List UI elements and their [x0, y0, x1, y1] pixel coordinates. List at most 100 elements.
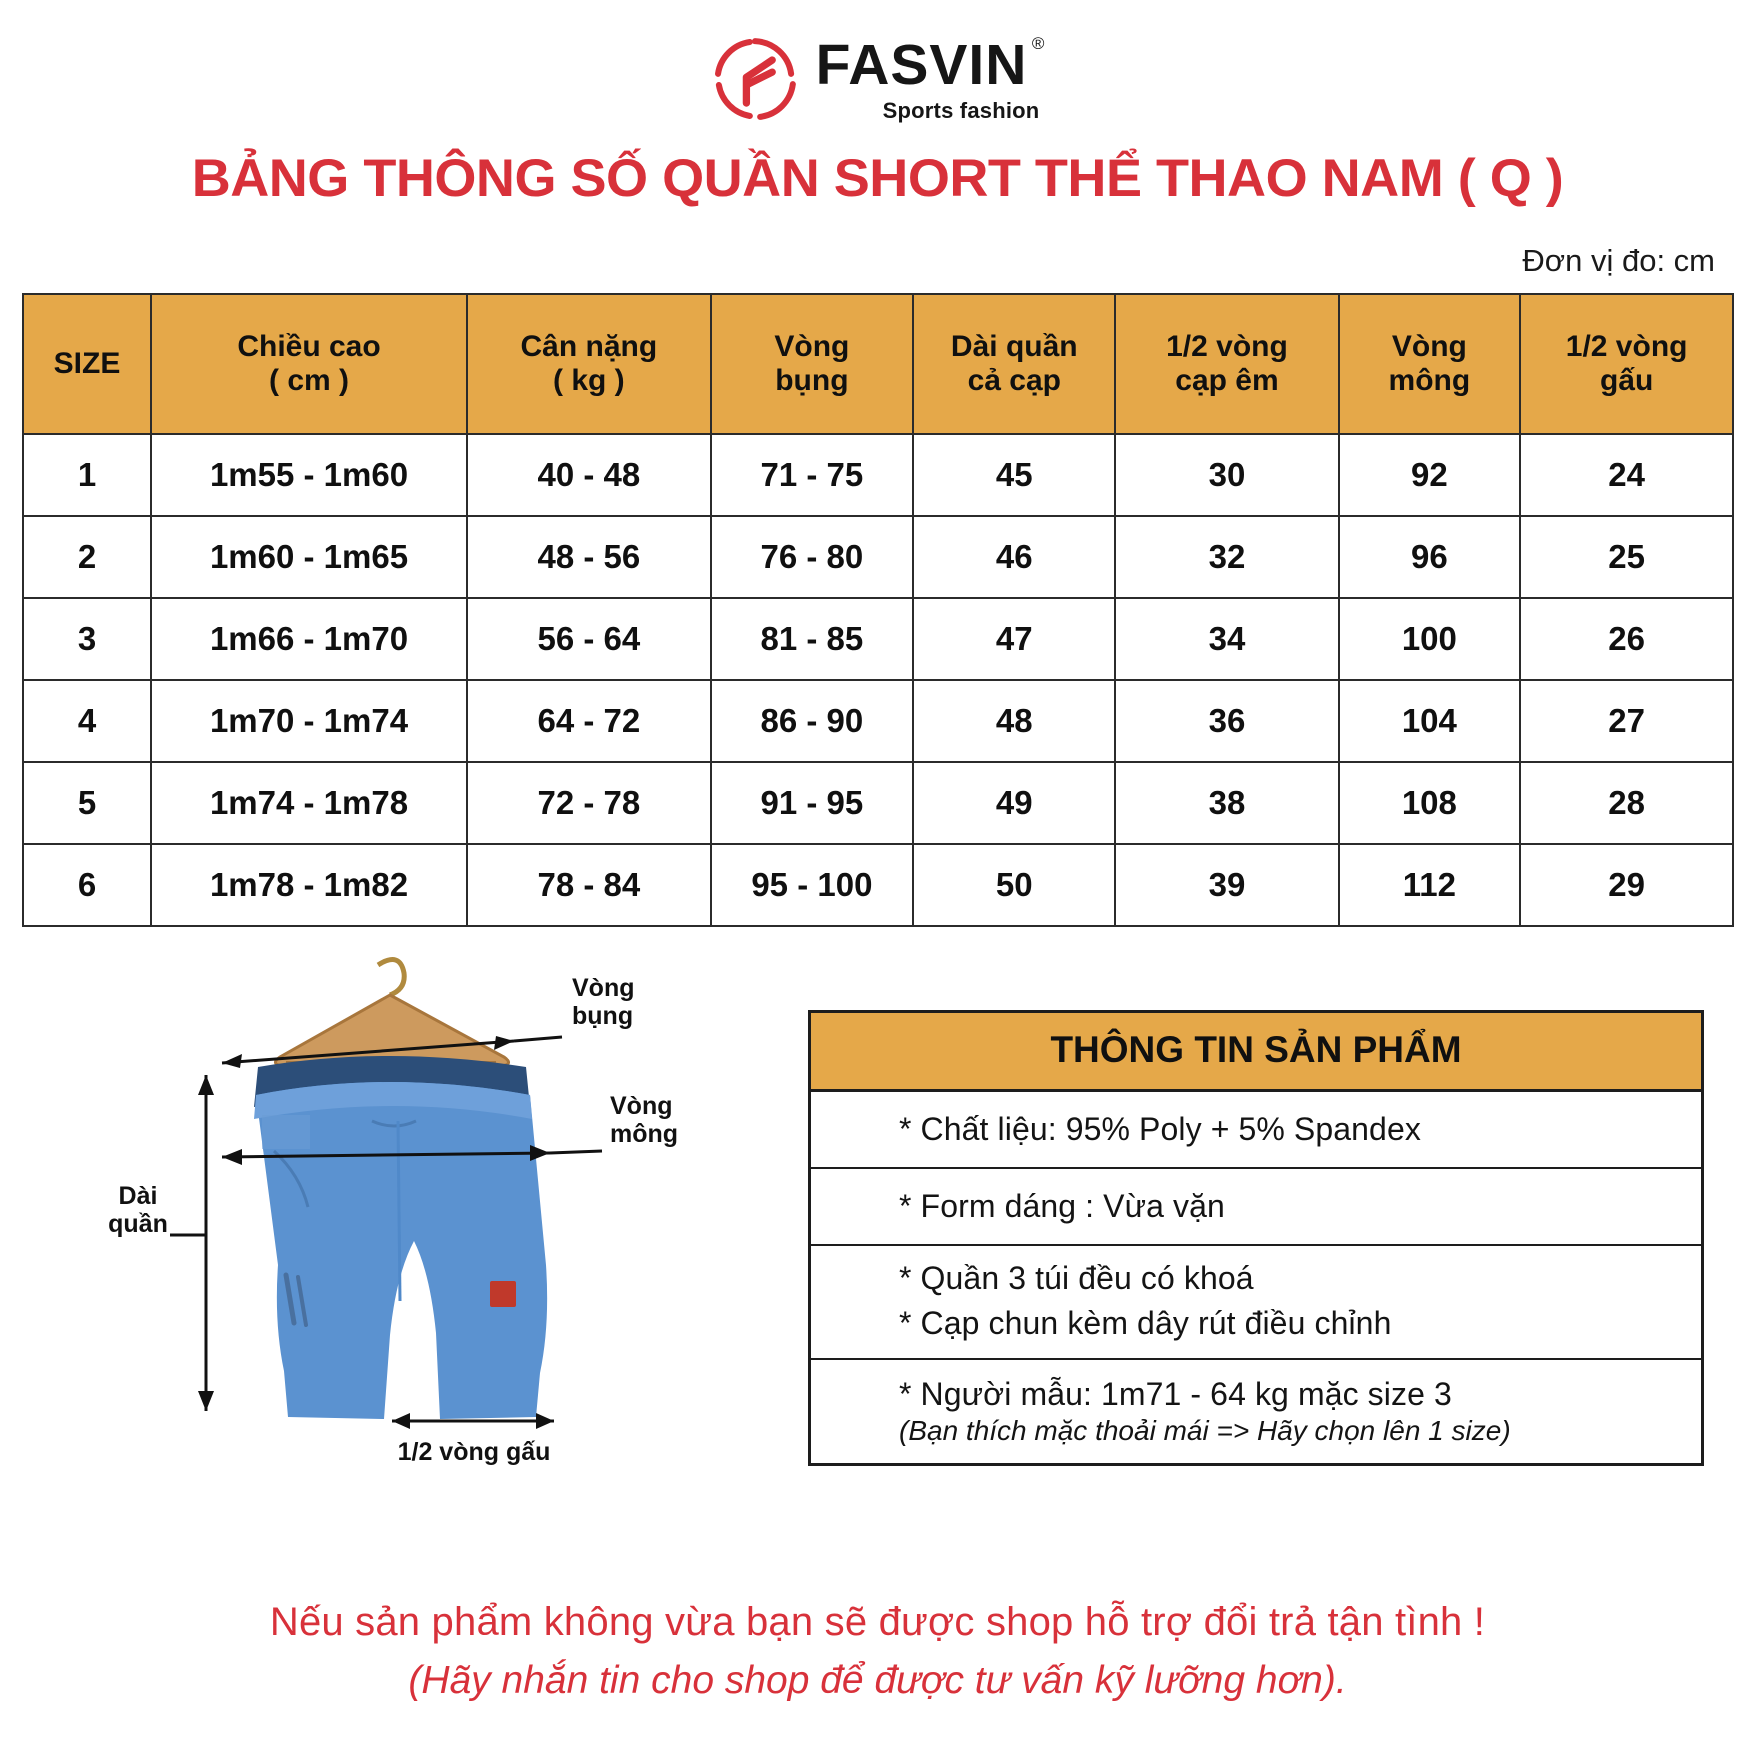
table-row: 5 1m74 - 1m78 72 - 78 91 - 95 49 38 108 …	[21, 761, 1734, 845]
cell-hip: 100	[1337, 597, 1522, 681]
cell-size: 5	[21, 761, 153, 845]
cell-hip: 108	[1337, 761, 1522, 845]
page-title: BẢNG THÔNG SỐ QUẦN SHORT THỂ THAO NAM ( …	[191, 149, 1564, 208]
cell-size: 1	[21, 433, 153, 517]
cell-hip: 96	[1337, 515, 1522, 599]
cell-weight: 56 - 64	[466, 597, 712, 681]
cell-half-hem: 29	[1519, 843, 1734, 927]
label-length-line1: Dài	[118, 1182, 158, 1210]
cell-height: 1m66 - 1m70	[150, 597, 468, 681]
footer-line-1: Nếu sản phẩm không vừa bạn sẽ được shop …	[269, 1600, 1486, 1644]
col-header-half-waist-sub: cạp êm	[1175, 364, 1279, 397]
cell-size: 6	[21, 843, 153, 927]
col-header-size: SIZE	[21, 293, 153, 435]
col-header-half-waist-label: 1/2 vòng	[1166, 330, 1288, 364]
table-row: 6 1m78 - 1m82 78 - 84 95 - 100 50 39 112…	[21, 843, 1734, 927]
col-header-hip: Vòng mông	[1337, 293, 1522, 435]
cell-hip: 112	[1337, 843, 1522, 927]
cell-length: 46	[912, 515, 1117, 599]
cell-length: 50	[912, 843, 1117, 927]
cell-waist: 95 - 100	[709, 843, 915, 927]
brand-name-text: FASVIN	[815, 32, 1028, 97]
col-header-waist-label: Vòng	[774, 330, 850, 364]
label-length: Dài quần	[98, 1182, 178, 1238]
cell-half-waist: 32	[1114, 515, 1340, 599]
cell-size: 4	[21, 679, 153, 763]
cell-half-waist: 39	[1114, 843, 1340, 927]
fasvin-circle-f-logo-icon	[712, 36, 798, 122]
cell-height: 1m74 - 1m78	[150, 761, 468, 845]
label-waist-line1: Vòng	[572, 974, 635, 1002]
cell-half-waist: 36	[1114, 679, 1340, 763]
cell-waist: 81 - 85	[709, 597, 915, 681]
col-header-height-label: Chiều cao	[237, 330, 381, 364]
cell-weight: 78 - 84	[466, 843, 712, 927]
col-header-hip-sub: mông	[1388, 364, 1471, 397]
col-header-half-waist: 1/2 vòng cạp êm	[1114, 293, 1340, 435]
cell-half-waist: 38	[1114, 761, 1340, 845]
cell-hip: 104	[1337, 679, 1522, 763]
product-info-note: (Bạn thích mặc thoải mái => Hãy chọn lên…	[899, 1415, 1511, 1446]
size-table: SIZE Chiều cao ( cm ) Cân nặng ( kg ) Vò…	[21, 293, 1734, 927]
cell-waist: 91 - 95	[709, 761, 915, 845]
cell-half-hem: 25	[1519, 515, 1734, 599]
col-header-half-hem-sub: gấu	[1599, 364, 1654, 397]
cell-height: 1m70 - 1m74	[150, 679, 468, 763]
cell-weight: 40 - 48	[466, 433, 712, 517]
shorts-measurement-illustration: Vòng bụng Vòng mông Dài quần 1/2 vòng gấ…	[108, 945, 730, 1505]
cell-waist: 86 - 90	[709, 679, 915, 763]
cell-half-hem: 26	[1519, 597, 1734, 681]
cell-length: 49	[912, 761, 1117, 845]
cell-height: 1m55 - 1m60	[150, 433, 468, 517]
table-row: 2 1m60 - 1m65 48 - 56 76 - 80 46 32 96 2…	[21, 515, 1734, 599]
col-header-height-sub: ( cm )	[269, 364, 350, 397]
label-hip-line2: mông	[610, 1119, 679, 1148]
footer-message: Nếu sản phẩm không vừa bạn sẽ được shop …	[0, 1600, 1755, 1703]
col-header-weight: Cân nặng ( kg )	[466, 293, 712, 435]
col-header-hip-label: Vòng	[1391, 330, 1467, 364]
col-header-weight-label: Cân nặng	[520, 330, 658, 364]
cell-half-hem: 27	[1519, 679, 1734, 763]
table-header-row: SIZE Chiều cao ( cm ) Cân nặng ( kg ) Vò…	[21, 293, 1734, 435]
col-header-height: Chiều cao ( cm )	[150, 293, 468, 435]
cell-size: 2	[21, 515, 153, 599]
brand-tagline: Sports fashion	[882, 97, 1040, 123]
cell-length: 47	[912, 597, 1117, 681]
cell-waist: 71 - 75	[709, 433, 915, 517]
table-row: 1 1m55 - 1m60 40 - 48 71 - 75 45 30 92 2…	[21, 433, 1734, 517]
col-header-half-hem-label: 1/2 vòng	[1565, 330, 1688, 364]
cell-half-waist: 34	[1114, 597, 1340, 681]
cell-size: 3	[21, 597, 153, 681]
col-header-length-sub: cả cạp	[967, 364, 1061, 397]
brand-name: FASVIN ®	[816, 33, 1046, 94]
cell-length: 48	[912, 679, 1117, 763]
cell-weight: 48 - 56	[466, 515, 712, 599]
cell-half-hem: 24	[1519, 433, 1734, 517]
cell-weight: 64 - 72	[466, 679, 712, 763]
registered-icon: ®	[1031, 33, 1046, 53]
label-waist-line2: bụng	[572, 1001, 634, 1030]
cell-half-waist: 30	[1114, 433, 1340, 517]
brand-logo: FASVIN ® Sports fashion	[0, 33, 1755, 123]
col-header-size-label: SIZE	[53, 347, 121, 381]
table-row: 4 1m70 - 1m74 64 - 72 86 - 90 48 36 104 …	[21, 679, 1734, 763]
product-info-box: THÔNG TIN SẢN PHẨM * Chất liệu: 95% Poly…	[808, 1010, 1704, 1466]
product-info-model: * Người mẫu: 1m71 - 64 kg mặc size 3	[899, 1376, 1452, 1412]
cell-length: 45	[912, 433, 1117, 517]
table-row: 3 1m66 - 1m70 56 - 64 81 - 85 47 34 100 …	[21, 597, 1734, 681]
cell-height: 1m60 - 1m65	[150, 515, 468, 599]
product-info-heading: THÔNG TIN SẢN PHẨM	[811, 1013, 1701, 1092]
label-length-line2: quần	[108, 1209, 168, 1238]
col-header-weight-sub: ( kg )	[553, 364, 625, 397]
cell-weight: 72 - 78	[466, 761, 712, 845]
label-hip: Vòng mông	[610, 1092, 679, 1148]
label-half-hem: 1/2 vòng gấu	[397, 1438, 551, 1466]
product-info-pockets: * Quần 3 túi đều có khoá	[899, 1260, 1254, 1296]
col-header-waist: Vòng bụng	[709, 293, 915, 435]
product-info-fit: * Form dáng : Vừa vặn	[811, 1169, 1701, 1246]
label-hip-line1: Vòng	[610, 1092, 673, 1120]
cell-height: 1m78 - 1m82	[150, 843, 468, 927]
col-header-length: Dài quần cả cạp	[912, 293, 1117, 435]
product-info-waistband: * Cạp chun kèm dây rút điều chỉnh	[811, 1303, 1701, 1360]
